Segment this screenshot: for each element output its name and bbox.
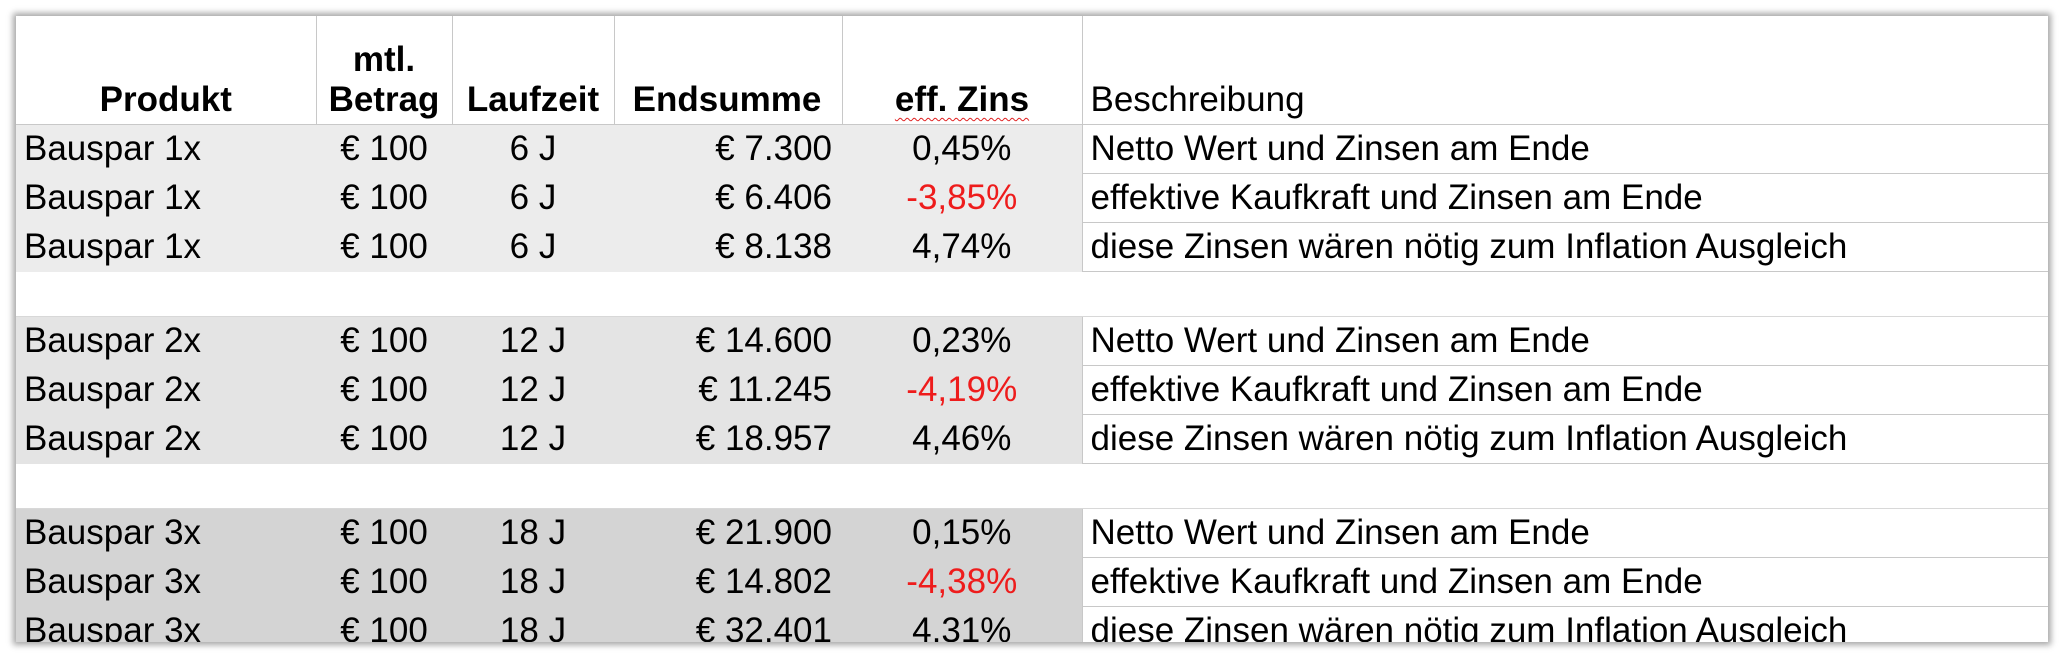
header-description: Beschreibung <box>1082 16 2048 125</box>
table-row: Bauspar 1x € 100 6 J € 7.300 0,45% Netto… <box>16 124 2048 174</box>
cell-description: diese Zinsen wären nötig zum Inflation A… <box>1081 222 2048 272</box>
cell-rate: 4,74% <box>842 222 1082 272</box>
cell-term: 18 J <box>452 508 614 558</box>
spacer-row <box>16 271 2048 317</box>
cell-rate: 0,45% <box>842 124 1082 174</box>
spreadsheet-table-frame: Produkt mtl. Betrag Laufzeit Endsumme eff… <box>16 16 2048 642</box>
cell-end-sum: € 6.406 <box>614 173 842 223</box>
cell-description: Netto Wert und Zinsen am Ende <box>1081 316 2048 366</box>
header-row: Produkt mtl. Betrag Laufzeit Endsumme eff… <box>16 16 2048 125</box>
cell-term: 18 J <box>452 557 614 607</box>
cell-rate: 0,23% <box>842 316 1082 366</box>
cell-product: Bauspar 1x <box>16 173 316 223</box>
cell-end-sum: € 32.401 <box>614 606 842 642</box>
header-amount-line1: mtl. <box>352 40 416 79</box>
cell-description: effektive Kaufkraft und Zinsen am Ende <box>1081 173 2048 223</box>
table-row: Bauspar 2x € 100 12 J € 14.600 0,23% Net… <box>16 316 2048 366</box>
cell-product: Bauspar 2x <box>16 365 316 415</box>
cell-product: Bauspar 3x <box>16 557 316 607</box>
cell-term: 6 J <box>452 173 614 223</box>
bauspar-comparison-table: Produkt mtl. Betrag Laufzeit Endsumme eff… <box>16 16 2048 642</box>
cell-product: Bauspar 2x <box>16 316 316 366</box>
cell-amount: € 100 <box>316 316 452 366</box>
table-row: Bauspar 2x € 100 12 J € 11.245 -4,19% ef… <box>16 365 2048 415</box>
table-row: Bauspar 3x € 100 18 J € 32.401 4,31% die… <box>16 606 2048 642</box>
cell-product: Bauspar 1x <box>16 124 316 174</box>
cell-end-sum: € 11.245 <box>614 365 842 415</box>
header-end-sum: Endsumme <box>614 16 843 125</box>
cell-rate-negative: -3,85% <box>842 173 1082 223</box>
header-monthly-amount: mtl. Betrag <box>316 16 453 125</box>
cell-end-sum: € 7.300 <box>614 124 842 174</box>
cell-end-sum: € 14.600 <box>614 316 842 366</box>
cell-rate: 4,46% <box>842 414 1082 464</box>
cell-term: 12 J <box>452 365 614 415</box>
cell-description: diese Zinsen wären nötig zum Inflation A… <box>1081 606 2048 642</box>
cell-term: 6 J <box>452 124 614 174</box>
cell-end-sum: € 14.802 <box>614 557 842 607</box>
cell-end-sum: € 8.138 <box>614 222 842 272</box>
cell-rate-negative: -4,19% <box>842 365 1082 415</box>
cell-description: effektive Kaufkraft und Zinsen am Ende <box>1081 557 2048 607</box>
cell-product: Bauspar 2x <box>16 414 316 464</box>
cell-rate: 4,31% <box>842 606 1082 642</box>
cell-product: Bauspar 3x <box>16 508 316 558</box>
cell-term: 12 J <box>452 316 614 366</box>
spacer-row <box>16 463 2048 509</box>
cell-amount: € 100 <box>316 606 452 642</box>
cell-description: Netto Wert und Zinsen am Ende <box>1081 508 2048 558</box>
table-row: Bauspar 3x € 100 18 J € 14.802 -4,38% ef… <box>16 557 2048 607</box>
cell-amount: € 100 <box>316 557 452 607</box>
table-row: Bauspar 2x € 100 12 J € 18.957 4,46% die… <box>16 414 2048 464</box>
empty-cell <box>16 271 2048 317</box>
cell-description: Netto Wert und Zinsen am Ende <box>1081 124 2048 174</box>
cell-term: 18 J <box>452 606 614 642</box>
header-rate-label: eff. Zins <box>894 80 1030 119</box>
header-amount-line2: Betrag <box>328 80 440 119</box>
cell-amount: € 100 <box>316 365 452 415</box>
cell-end-sum: € 21.900 <box>614 508 842 558</box>
cell-term: 12 J <box>452 414 614 464</box>
cell-amount: € 100 <box>316 414 452 464</box>
cell-amount: € 100 <box>316 508 452 558</box>
header-term: Laufzeit <box>452 16 615 125</box>
cell-description: effektive Kaufkraft und Zinsen am Ende <box>1081 365 2048 415</box>
empty-cell <box>16 463 2048 509</box>
table-row: Bauspar 1x € 100 6 J € 8.138 4,74% diese… <box>16 222 2048 272</box>
cell-description: diese Zinsen wären nötig zum Inflation A… <box>1081 414 2048 464</box>
header-effective-rate: eff. Zins <box>842 16 1083 125</box>
cell-product: Bauspar 3x <box>16 606 316 642</box>
cell-amount: € 100 <box>316 222 452 272</box>
table-row: Bauspar 3x € 100 18 J € 21.900 0,15% Net… <box>16 508 2048 558</box>
cell-amount: € 100 <box>316 173 452 223</box>
cell-rate-negative: -4,38% <box>842 557 1082 607</box>
cell-end-sum: € 18.957 <box>614 414 842 464</box>
header-product: Produkt <box>16 16 317 125</box>
cell-product: Bauspar 1x <box>16 222 316 272</box>
cell-amount: € 100 <box>316 124 452 174</box>
table-row: Bauspar 1x € 100 6 J € 6.406 -3,85% effe… <box>16 173 2048 223</box>
cell-rate: 0,15% <box>842 508 1082 558</box>
cell-term: 6 J <box>452 222 614 272</box>
